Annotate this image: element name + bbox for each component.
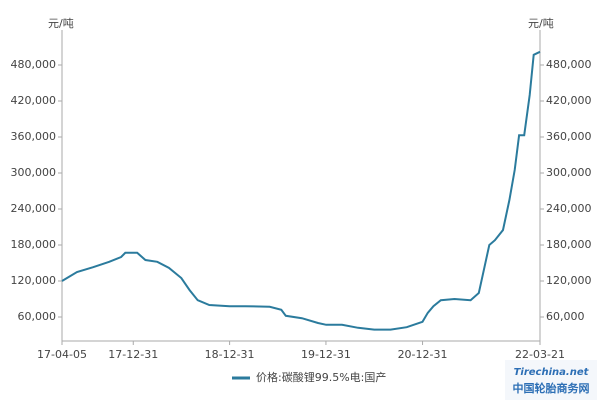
watermark-box bbox=[505, 360, 597, 400]
y2-tick-label: 360,000 bbox=[546, 130, 592, 143]
y-tick-label: 240,000 bbox=[11, 202, 57, 215]
watermark-text: 中国轮胎商务网 bbox=[513, 381, 590, 395]
x-tick-label: 17-12-31 bbox=[108, 348, 158, 361]
y2-tick-label: 240,000 bbox=[546, 202, 592, 215]
y2-tick-label: 120,000 bbox=[546, 274, 592, 287]
y2-tick-label: 420,000 bbox=[546, 94, 592, 107]
y-tick-label: 120,000 bbox=[11, 274, 57, 287]
x-tick-label: 22-03-21 bbox=[515, 348, 565, 361]
x-tick-label: 20-12-31 bbox=[398, 348, 448, 361]
y-tick-label: 300,000 bbox=[11, 166, 57, 179]
watermark: Tirechina.net 中国轮胎商务网 bbox=[505, 360, 597, 400]
y2-tick-label: 300,000 bbox=[546, 166, 592, 179]
y-tick-label: 60,000 bbox=[18, 310, 57, 323]
y2-unit: 元/吨 bbox=[528, 17, 554, 30]
y-tick-label: 420,000 bbox=[11, 94, 57, 107]
watermark-site: Tirechina.net bbox=[514, 367, 590, 378]
y-unit: 元/吨 bbox=[48, 17, 74, 30]
y-tick-label: 180,000 bbox=[11, 238, 57, 251]
legend-label: 价格:碳酸锂99.5%电:国产 bbox=[256, 370, 386, 384]
x-tick-label: 19-12-31 bbox=[301, 348, 351, 361]
y2-tick-label: 180,000 bbox=[546, 238, 592, 251]
y2-tick-label: 60,000 bbox=[546, 310, 585, 323]
y-tick-label: 480,000 bbox=[11, 58, 57, 71]
line bbox=[61, 50, 541, 331]
y-tick-label: 360,000 bbox=[11, 130, 57, 143]
x-tick-label: 17-04-05 bbox=[37, 348, 87, 361]
x-tick-label: 18-12-31 bbox=[205, 348, 255, 361]
y2-tick-label: 480,000 bbox=[546, 58, 592, 71]
